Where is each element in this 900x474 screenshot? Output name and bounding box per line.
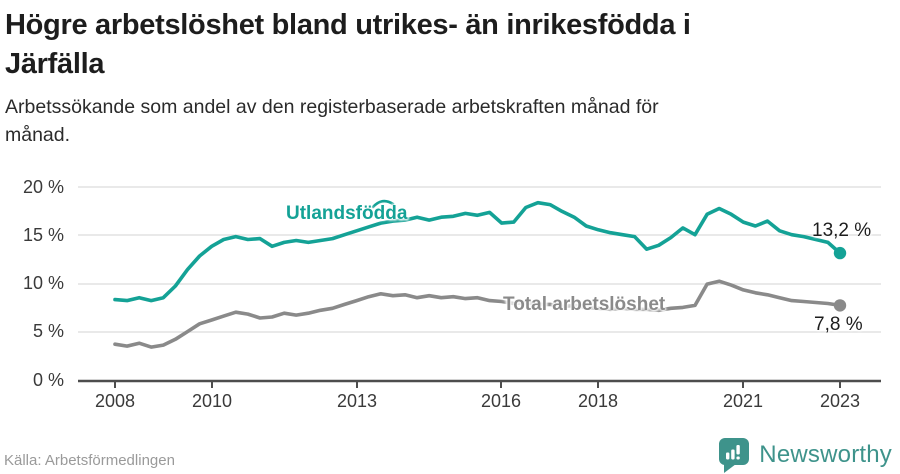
x-tick-2008: 2008 (94, 391, 136, 411)
series-label-total-arbetsloshet: Total arbetslöshet (503, 294, 666, 315)
end-value-utlandsfodda: 13,2 % (812, 220, 872, 241)
x-tick-2021: 2021 (722, 391, 764, 411)
y-tick-15: 15 % (22, 225, 64, 245)
x-tick-2010: 2010 (191, 391, 233, 411)
line-chart-canvas (78, 186, 881, 388)
title-line-1: Högre arbetslöshet bland utrikes- än inr… (5, 9, 691, 41)
line-total-arbetsloshet (113, 279, 842, 349)
chart-area: 20 % 15 % 10 % 5 % 0 % 2008 2010 2013 20… (0, 160, 900, 435)
series-label-utlandsfodda: Utlandsfödda (286, 203, 408, 224)
brand-logo: Newsworthy (717, 436, 892, 474)
end-dot-total (833, 299, 847, 312)
title-line-2: Järfälla (5, 48, 105, 80)
page-title: Högre arbetslöshet bland utrikes- än inr… (5, 6, 895, 84)
line-utlandsfodda (113, 200, 842, 303)
brand-name: Newsworthy (759, 441, 892, 468)
label-swoosh-decoration (371, 199, 395, 209)
end-dot-utlandsfodda (833, 246, 847, 260)
y-tick-10: 10 % (22, 273, 64, 293)
end-value-total: 7,8 % (814, 314, 863, 335)
x-tick-2013: 2013 (336, 391, 378, 411)
x-axis-ticks (114, 382, 841, 388)
y-tick-20: 20 % (22, 177, 64, 197)
chart-subtitle: Arbetssökande som andel av den registerb… (5, 93, 865, 149)
y-tick-5: 5 % (32, 321, 64, 341)
subtitle-line-2: månad. (5, 124, 71, 146)
newsworthy-icon (719, 438, 750, 473)
source-note: Källa: Arbetsförmedlingen (4, 452, 175, 469)
x-tick-2023: 2023 (819, 391, 861, 411)
y-tick-0: 0 % (32, 370, 64, 390)
x-tick-2016: 2016 (480, 391, 522, 411)
gridlines (78, 186, 881, 333)
subtitle-line-1: Arbetssökande som andel av den registerb… (5, 96, 659, 118)
x-tick-2018: 2018 (577, 391, 619, 411)
